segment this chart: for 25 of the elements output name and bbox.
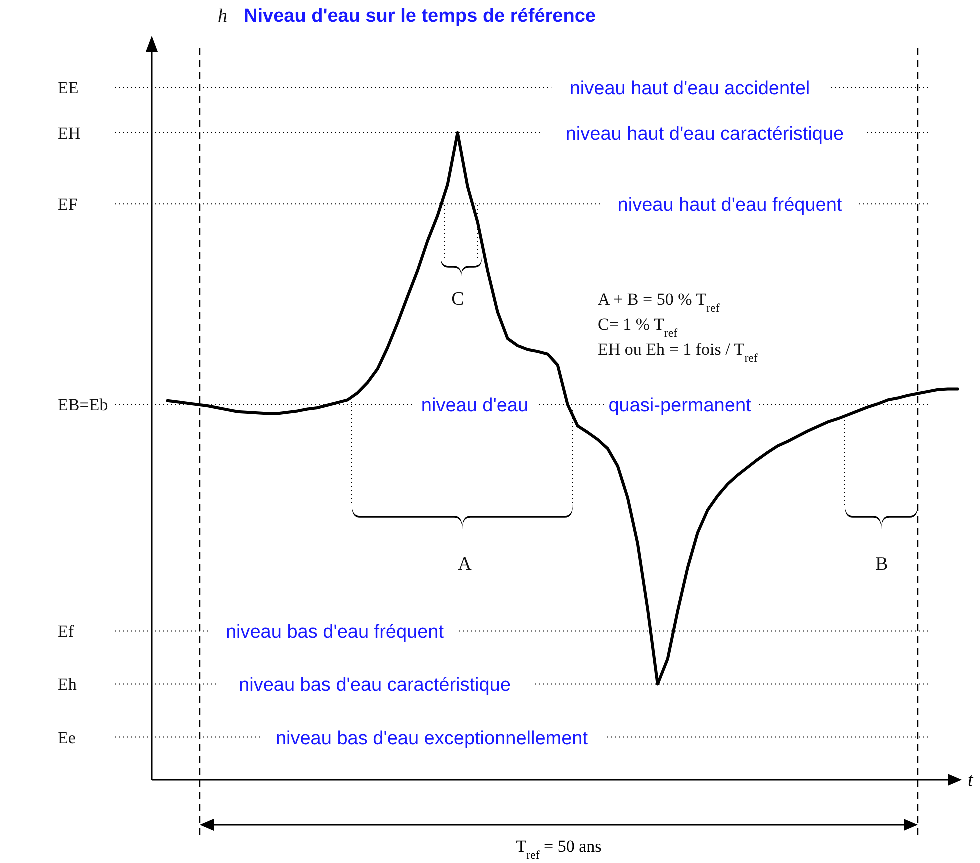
x-axis-title: t [968, 770, 974, 791]
annotation: quasi-permanent [608, 396, 752, 417]
annotation: A [458, 554, 472, 575]
ref-line-label: Ef [58, 622, 74, 642]
annotation: C= 1 % T$_{ref}$ [598, 315, 678, 340]
annotation: niveau haut d'eau fréquent [618, 195, 843, 216]
annotation: niveau haut d'eau accidentel [570, 78, 810, 100]
ref-line-label: Eh [58, 675, 78, 694]
ref-line-label: EF [58, 195, 78, 214]
annotation: niveau haut d'eau caractéristique [566, 124, 844, 145]
annotation: EH ou Eh = 1 fois / T$_{ref}$ [598, 340, 758, 365]
annotation: niveau d'eau [421, 396, 529, 417]
chart-title: Niveau d'eau sur le temps de référence [244, 6, 596, 27]
annotation: niveau bas d'eau caractéristique [239, 675, 511, 696]
annotation: A + B = 50 % T$_{ref}$ [598, 290, 720, 315]
annotation: niveau bas d'eau exceptionnellement [276, 728, 589, 750]
annotation: C [452, 289, 464, 310]
ref-line-label: Ee [58, 728, 76, 748]
annotation: B [876, 554, 888, 575]
text: h [218, 6, 228, 27]
ref-line-label: EE [58, 78, 79, 98]
ref-line-label: EB=Eb [58, 396, 108, 415]
ref-line-label: EH [58, 124, 81, 143]
text: T$_{ref}$ = 50 ans [516, 837, 602, 862]
annotation: niveau bas d'eau fréquent [226, 622, 445, 644]
